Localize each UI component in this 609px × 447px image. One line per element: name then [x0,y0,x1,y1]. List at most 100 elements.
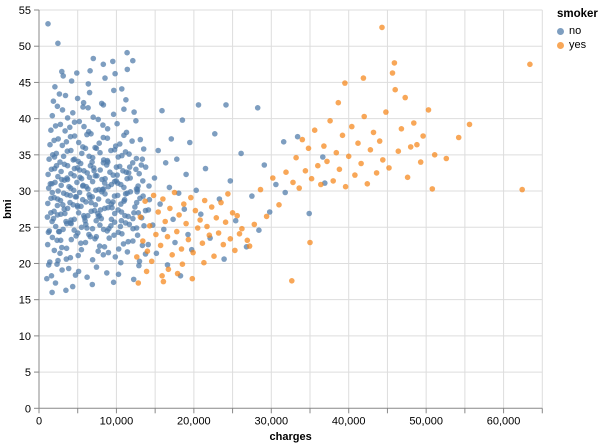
data-point-yes [380,157,386,163]
data-point-no [89,178,96,185]
data-point-no [93,233,100,240]
data-point-yes [342,183,349,190]
data-point-no [52,280,59,286]
data-point-no [238,150,244,157]
data-point-no [202,165,209,172]
data-point-yes [174,228,180,235]
data-point-no [45,185,52,191]
data-point-yes [358,160,364,167]
data-point-no [46,228,53,234]
x-tick-label: 40,000 [332,415,366,427]
data-point-no [49,112,56,119]
data-point-no [82,239,89,246]
data-point-no [130,276,137,283]
data-point-no [280,139,287,145]
legend-item-no[interactable]: no [557,24,607,38]
data-point-yes [333,149,340,156]
data-point-yes [181,201,187,207]
data-point-no [63,245,70,252]
data-point-no [172,239,178,246]
data-point-no [133,166,139,173]
data-point-yes [398,126,405,132]
data-point-no [187,139,193,146]
data-point-no [130,57,136,64]
data-point-yes [276,202,282,208]
data-point-no [68,220,74,227]
data-point-no [198,211,204,217]
data-point-no [105,249,112,256]
data-point-yes [311,127,318,133]
data-point-no [65,265,72,272]
data-point-no [63,218,69,225]
data-point-yes [153,231,159,238]
data-point-yes [211,253,217,259]
data-point-yes [213,215,220,221]
data-point-no [118,259,124,266]
data-point-no [101,205,108,212]
data-point-no [110,279,117,286]
data-point-yes [160,278,167,285]
data-point-no [52,223,59,230]
data-point-yes [289,278,295,284]
data-point-no [106,235,112,241]
data-point-no [131,109,137,115]
data-point-no [111,232,117,238]
data-point-no [54,202,61,209]
legend-item-yes[interactable]: yes [557,38,607,52]
data-point-no [141,223,147,229]
data-point-no [61,206,67,212]
data-point-no [64,175,70,181]
x-tick-label: 30,000 [254,415,288,427]
data-point-no [88,199,94,206]
data-point-no [183,171,189,178]
data-point-no [118,201,124,207]
data-point-no [109,204,115,211]
data-point-no [126,164,133,170]
data-point-yes [386,165,392,171]
data-point-yes [227,236,234,242]
data-point-no [86,174,93,181]
data-point-no [137,195,143,202]
data-point-no [92,144,98,151]
data-point-yes [174,270,181,277]
data-point-no [45,200,51,207]
data-point-no [98,100,105,107]
data-point-no [64,148,71,154]
data-point-yes [379,24,385,31]
data-point-yes [263,213,270,220]
y-tick-label: 25 [19,222,31,234]
data-point-no [45,21,51,27]
data-point-no [67,133,74,140]
data-point-no [122,149,129,155]
data-point-no [59,244,65,251]
data-point-yes [146,223,153,229]
data-point-no [100,134,107,141]
data-point-yes [335,99,342,106]
data-point-no [80,104,86,110]
data-point-yes [305,145,312,152]
data-point-no [63,287,69,294]
data-point-no [51,154,58,160]
data-point-yes [183,220,189,227]
data-point-no [139,242,146,249]
data-point-no [162,160,169,166]
data-point-no [108,216,115,223]
legend-title: smoker [557,8,598,20]
data-point-no [64,115,71,121]
data-point-no [108,147,114,154]
data-point-yes [308,175,315,182]
data-point-no [122,212,128,219]
y-tick-label: 45 [19,77,31,89]
data-point-no [193,187,199,194]
y-tick-label: 5 [25,367,31,379]
data-point-no [75,252,81,259]
data-point-no [80,144,86,150]
data-point-yes [201,197,208,204]
data-point-no [81,123,87,130]
data-point-no [54,103,61,110]
data-point-no [74,202,81,209]
data-point-no [111,210,118,217]
data-point-no [136,262,142,269]
data-point-yes [185,236,192,243]
data-point-yes [144,248,151,254]
